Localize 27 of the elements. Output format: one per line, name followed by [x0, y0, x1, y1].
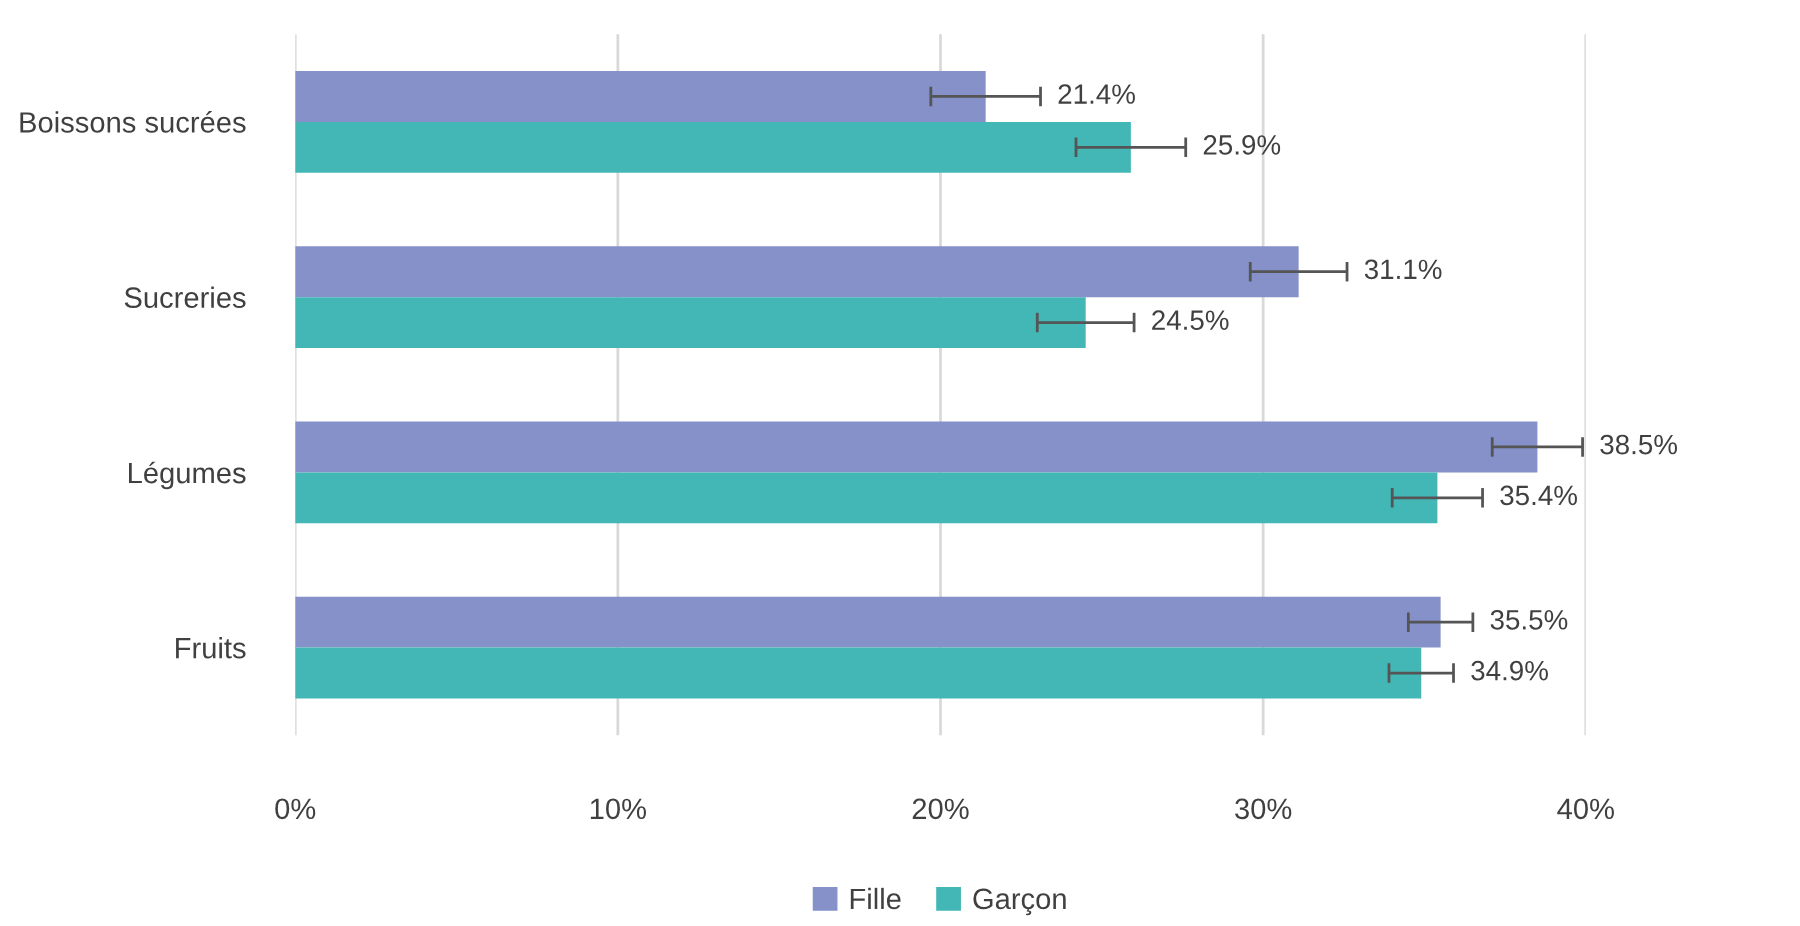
x-tick-label: 20%	[912, 798, 969, 820]
bar	[295, 297, 1086, 348]
bar	[295, 121, 1131, 173]
data-label: 35.5%	[1490, 610, 1568, 630]
y-tick-label: Sucreries	[124, 286, 246, 308]
x-tick-label: 40%	[1557, 798, 1614, 820]
bar	[295, 596, 1441, 648]
x-tick-label: 0%	[275, 798, 316, 820]
y-tick-label: Boissons sucrées	[20, 110, 246, 133]
data-label: 38.5%	[1600, 434, 1678, 455]
bar	[295, 472, 1438, 524]
y-tick-label: Légumes	[129, 461, 246, 490]
data-label: 31.1%	[1364, 259, 1442, 280]
bar	[295, 647, 1422, 699]
data-label: 24.5%	[1152, 310, 1229, 330]
data-label: 34.9%	[1471, 660, 1548, 681]
legend-label: Garçon	[973, 888, 1066, 916]
x-tick-label: 30%	[1235, 798, 1292, 820]
data-label: 25.9%	[1203, 135, 1281, 155]
legend-label: Fille	[850, 887, 901, 910]
bar	[295, 421, 1538, 473]
bar	[295, 71, 986, 122]
bar	[295, 246, 1299, 298]
y-tick-label: Fruits	[176, 637, 246, 659]
data-label: 21.4%	[1058, 84, 1135, 104]
x-tick-label: 10%	[590, 798, 646, 820]
data-label: 35.4%	[1500, 485, 1577, 506]
